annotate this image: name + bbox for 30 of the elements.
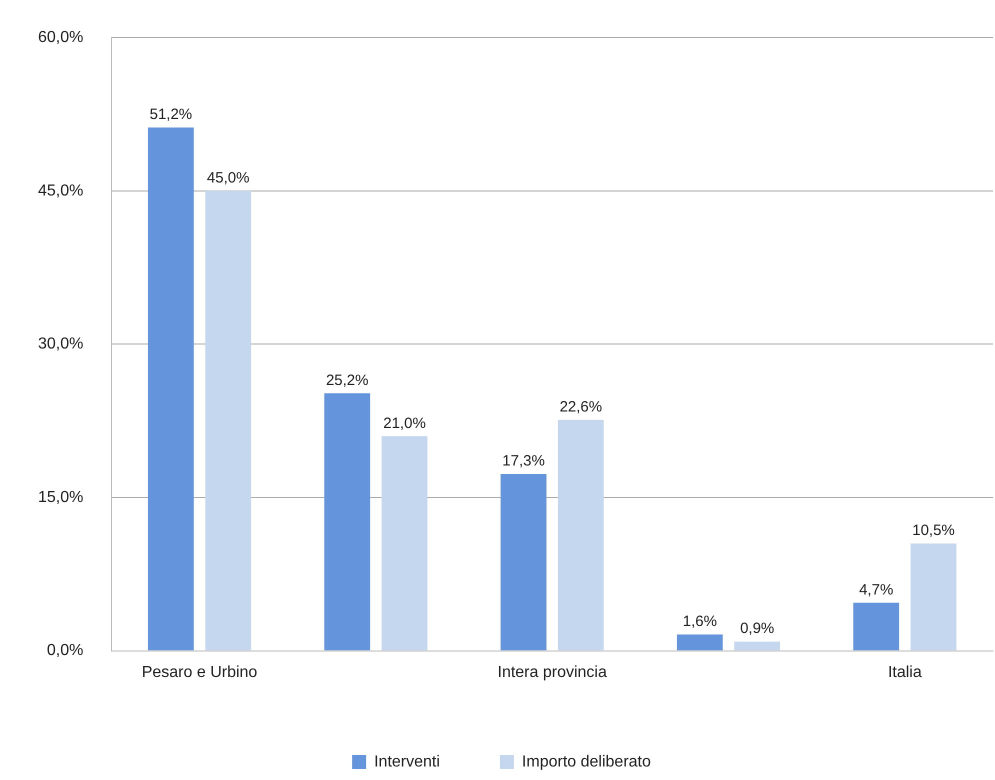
bar — [324, 393, 370, 650]
bar — [558, 420, 604, 650]
bar — [910, 543, 956, 650]
bar — [676, 634, 723, 650]
data-label: 22,6% — [560, 398, 602, 416]
x-tick-label: Pesaro e Urbino — [142, 664, 258, 681]
y-tick-label: 30,0% — [38, 336, 84, 353]
bar — [853, 602, 900, 650]
data-label: 21,0% — [383, 414, 426, 432]
y-tick-label: 0,0% — [46, 642, 84, 660]
bar — [382, 436, 428, 650]
data-label: 4,7% — [859, 581, 894, 598]
data-label: 1,6% — [682, 613, 717, 630]
data-label: 0,9% — [740, 620, 774, 638]
data-label: 17,3% — [502, 452, 545, 470]
data-label: 25,2% — [326, 372, 368, 389]
bar — [734, 642, 780, 650]
bar — [205, 190, 252, 650]
data-label: 10,5% — [912, 522, 955, 540]
data-label: 45,0% — [206, 170, 250, 187]
legend-label: Importo deliberato — [522, 753, 651, 770]
bar — [500, 474, 546, 650]
data-label: 51,2% — [150, 106, 192, 124]
x-tick-label: Italia — [888, 664, 922, 681]
bar — [148, 128, 194, 650]
y-tick-label: 45,0% — [38, 182, 84, 200]
x-tick-label: Intera provincia — [497, 664, 607, 681]
y-tick-label: 15,0% — [38, 488, 84, 506]
legend-label: Interventi — [374, 753, 440, 770]
y-tick-label: 60,0% — [38, 29, 84, 46]
